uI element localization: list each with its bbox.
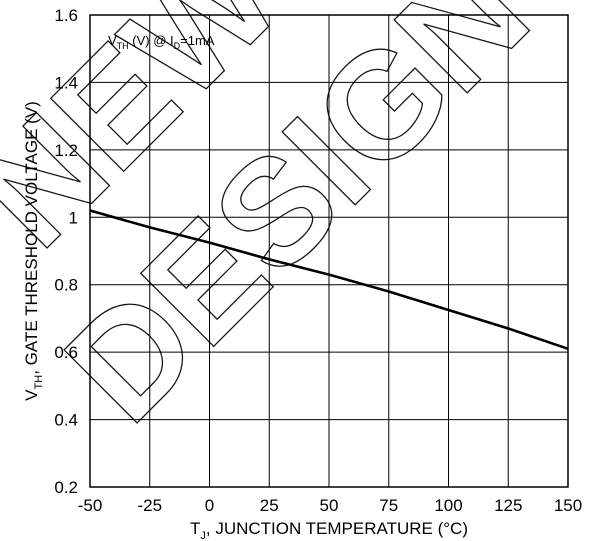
y-tick-label: 0.8 [54, 276, 78, 295]
x-tick-label: 100 [434, 496, 462, 515]
series-line [89, 209, 569, 351]
y-tick-label: 1 [69, 208, 78, 227]
x-tick-label: 75 [379, 496, 398, 515]
y-tick-label: 1.2 [54, 141, 78, 160]
x-tick-label: 25 [260, 496, 279, 515]
y-tick-label: 0.4 [54, 411, 78, 430]
x-tick-label: -50 [78, 496, 103, 515]
x-tick-label: 0 [205, 496, 214, 515]
y-tick-label: 1.6 [54, 6, 78, 25]
x-tick-label: -25 [137, 496, 162, 515]
y-axis-title: VTH, GATE THRESHOLD VOLTAGE (V) [22, 101, 45, 401]
x-axis-title: TJ, JUNCTION TEMPERATURE (°C) [190, 519, 468, 541]
y-tick-label: 0.2 [54, 478, 78, 497]
y-tick-labels: 0.2 0.4 0.6 0.8 1 1.2 1.4 1.6 [54, 6, 78, 497]
series-layer [89, 209, 569, 351]
x-tick-label: 125 [494, 496, 522, 515]
watermark: NEW DESIGN [0, 0, 560, 453]
x-tick-label: 150 [554, 496, 582, 515]
annotation: VTH (V) @ ID=1mA [108, 33, 215, 51]
y-tick-label: 0.6 [54, 343, 78, 362]
x-tick-labels: -50 -25 0 25 50 75 100 125 150 [78, 496, 582, 515]
x-tick-label: 50 [320, 496, 339, 515]
y-tick-label: 1.4 [54, 73, 78, 92]
plot-frame [89, 14, 569, 488]
